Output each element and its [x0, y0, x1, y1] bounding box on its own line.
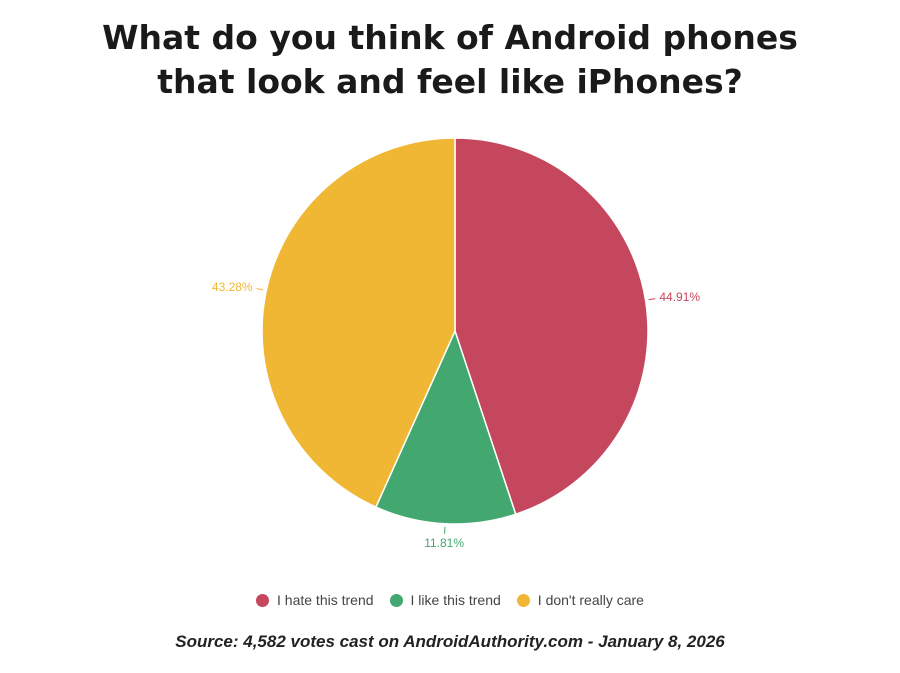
- legend-label: I hate this trend: [277, 592, 374, 608]
- data-label: 11.81%: [424, 536, 464, 550]
- pie-slice: [454, 137, 649, 516]
- legend-label: I like this trend: [410, 592, 501, 608]
- label-leader: [648, 298, 656, 301]
- pie-slice: [374, 328, 517, 525]
- legend: I hate this trend I like this trend I don'…: [0, 592, 900, 608]
- legend-swatch: [256, 593, 270, 607]
- data-label: 44.91%: [659, 290, 700, 304]
- legend-item: I don't really care: [516, 592, 644, 608]
- chart-title: What do you think of Android phones that…: [102, 18, 798, 101]
- legend-swatch: [516, 593, 530, 607]
- legend-item: I hate this trend: [256, 592, 374, 608]
- pie-slice: [261, 137, 456, 509]
- source-note: Source: 4,582 votes cast on AndroidAutho…: [175, 632, 725, 651]
- legend-label: I don't really care: [537, 592, 644, 608]
- legend-item: I like this trend: [389, 592, 501, 608]
- data-label: 43.28%: [212, 280, 253, 294]
- label-leader: [256, 287, 264, 291]
- legend-swatch: [389, 593, 403, 607]
